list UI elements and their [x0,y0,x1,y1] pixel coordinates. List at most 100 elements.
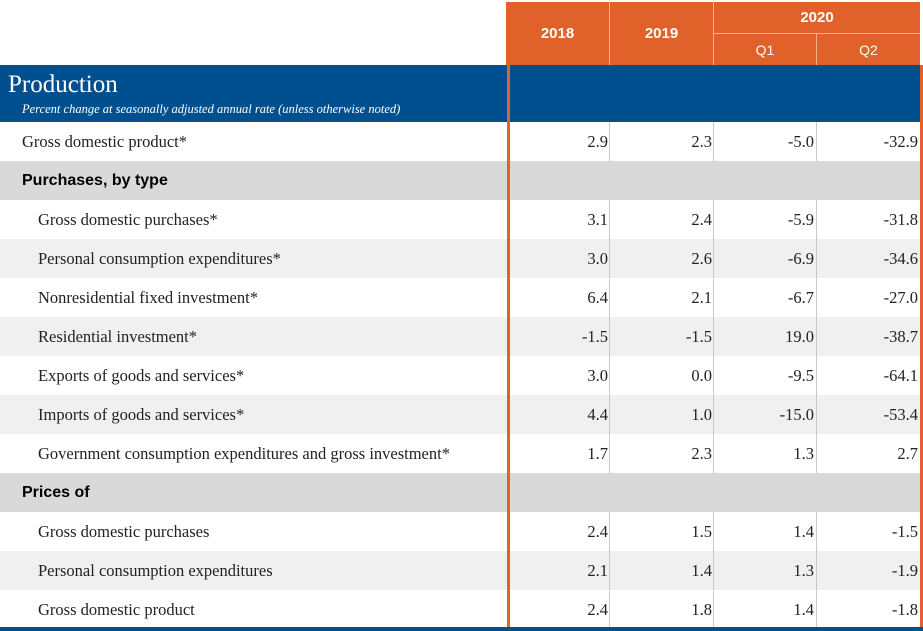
table-row: Gross domestic product* 2.9 2.3 -5.0 -32… [0,122,920,161]
table-row: Personal consumption expenditures 2.1 1.… [0,551,920,590]
cell-separator [816,512,817,551]
cell-separator [713,551,714,590]
cell-separator [816,122,817,161]
column-header-2018-label: 2018 [540,25,575,42]
cell-separator [816,590,817,629]
value-2019: 2.1 [691,287,712,307]
table-row: Residential investment* -1.5 -1.5 19.0 -… [0,317,920,356]
value-2018: 6.4 [587,287,608,307]
value-q1: 1.3 [793,443,814,463]
cell-separator [609,122,610,161]
subheading-row: Purchases, by type [0,161,920,200]
value-q2: -38.7 [883,326,918,346]
row-label: Gross domestic product [38,599,195,619]
value-2019: 1.5 [691,521,712,541]
value-2019: -1.5 [685,326,712,346]
value-2018: 3.0 [587,365,608,385]
cell-separator [713,239,714,278]
row-label: Personal consumption expenditures [38,560,273,580]
row-label: Government consumption expenditures and … [38,443,450,463]
cell-separator [609,239,610,278]
cell-separator [816,278,817,317]
value-q2: -32.9 [883,131,918,151]
value-q1: 19.0 [785,326,814,346]
value-2019: 1.0 [691,404,712,424]
cell-separator [816,434,817,473]
cell-separator [816,239,817,278]
value-2018: 2.4 [587,599,608,619]
column-header-2018: 2018 [506,2,609,65]
cell-separator [816,551,817,590]
bottom-rule [0,627,923,631]
column-frame-left [507,65,510,631]
cell-separator [609,356,610,395]
value-2018: 3.1 [587,209,608,229]
row-label: Gross domestic purchases* [38,209,218,229]
value-q2: -34.6 [883,248,918,268]
value-2019: 2.3 [691,443,712,463]
cell-separator [713,356,714,395]
header-separator [609,2,610,65]
table-row: Gross domestic purchases* 3.1 2.4 -5.9 -… [0,200,920,239]
table-row: Nonresidential fixed investment* 6.4 2.1… [0,278,920,317]
value-q1: -5.0 [787,131,814,151]
column-header-2019: 2019 [610,2,713,65]
value-q2: -1.5 [891,521,918,541]
section-title: Production [8,71,118,98]
column-header-2020-label: 2020 [800,9,834,26]
value-q1: 1.4 [793,599,814,619]
value-2018: 4.4 [587,404,608,424]
value-q2: -64.1 [883,365,918,385]
value-2019: 1.4 [691,560,712,580]
cell-separator [713,122,714,161]
table-row: Personal consumption expenditures* 3.0 2… [0,239,920,278]
section-subtitle: Percent change at seasonally adjusted an… [22,102,401,116]
subheading-label: Prices of [22,483,90,501]
value-2018: 2.4 [587,521,608,541]
value-q2: -31.8 [883,209,918,229]
cell-separator [816,200,817,239]
cell-separator [713,395,714,434]
value-2018: 2.1 [587,560,608,580]
value-2018: 2.9 [587,131,608,151]
table-row: Gross domestic product 2.4 1.8 1.4 -1.8 [0,590,920,629]
subheading-label: Purchases, by type [22,171,168,189]
value-2018: 3.0 [587,248,608,268]
cell-separator [609,317,610,356]
row-label: Imports of goods and services* [38,404,245,424]
header-separator [713,2,714,65]
value-q1: -6.7 [787,287,814,307]
row-label: Exports of goods and services* [38,365,245,385]
cell-separator [609,434,610,473]
value-q2: -1.9 [891,560,918,580]
cell-separator [816,317,817,356]
cell-separator [713,512,714,551]
column-header-q1: Q1 [755,41,775,58]
value-q2: -53.4 [883,404,918,424]
row-label: Nonresidential fixed investment* [38,287,258,307]
table-row: Government consumption expenditures and … [0,434,920,473]
cell-separator [816,356,817,395]
value-q1: -9.5 [787,365,814,385]
value-2019: 2.4 [691,209,712,229]
value-q1: -5.9 [787,209,814,229]
value-q1: 1.4 [793,521,814,541]
cell-separator [609,551,610,590]
value-q1: -15.0 [779,404,814,424]
cell-separator [713,434,714,473]
cell-separator [713,317,714,356]
row-label: Gross domestic purchases [38,521,210,541]
subheading-row: Prices of [0,473,920,512]
value-q2: 2.7 [897,443,918,463]
column-frame-right [920,65,923,631]
column-header-q2: Q2 [859,41,878,58]
value-q2: -27.0 [883,287,918,307]
section-banner: Production Percent change at seasonally … [0,65,920,122]
value-q1: -6.9 [787,248,814,268]
value-2019: 1.8 [691,599,712,619]
value-q1: 1.3 [793,560,814,580]
cell-separator [609,512,610,551]
row-label: Personal consumption expenditures* [38,248,281,268]
column-header-2020: 2020 Q1 Q2 [714,2,920,65]
cell-separator [609,200,610,239]
